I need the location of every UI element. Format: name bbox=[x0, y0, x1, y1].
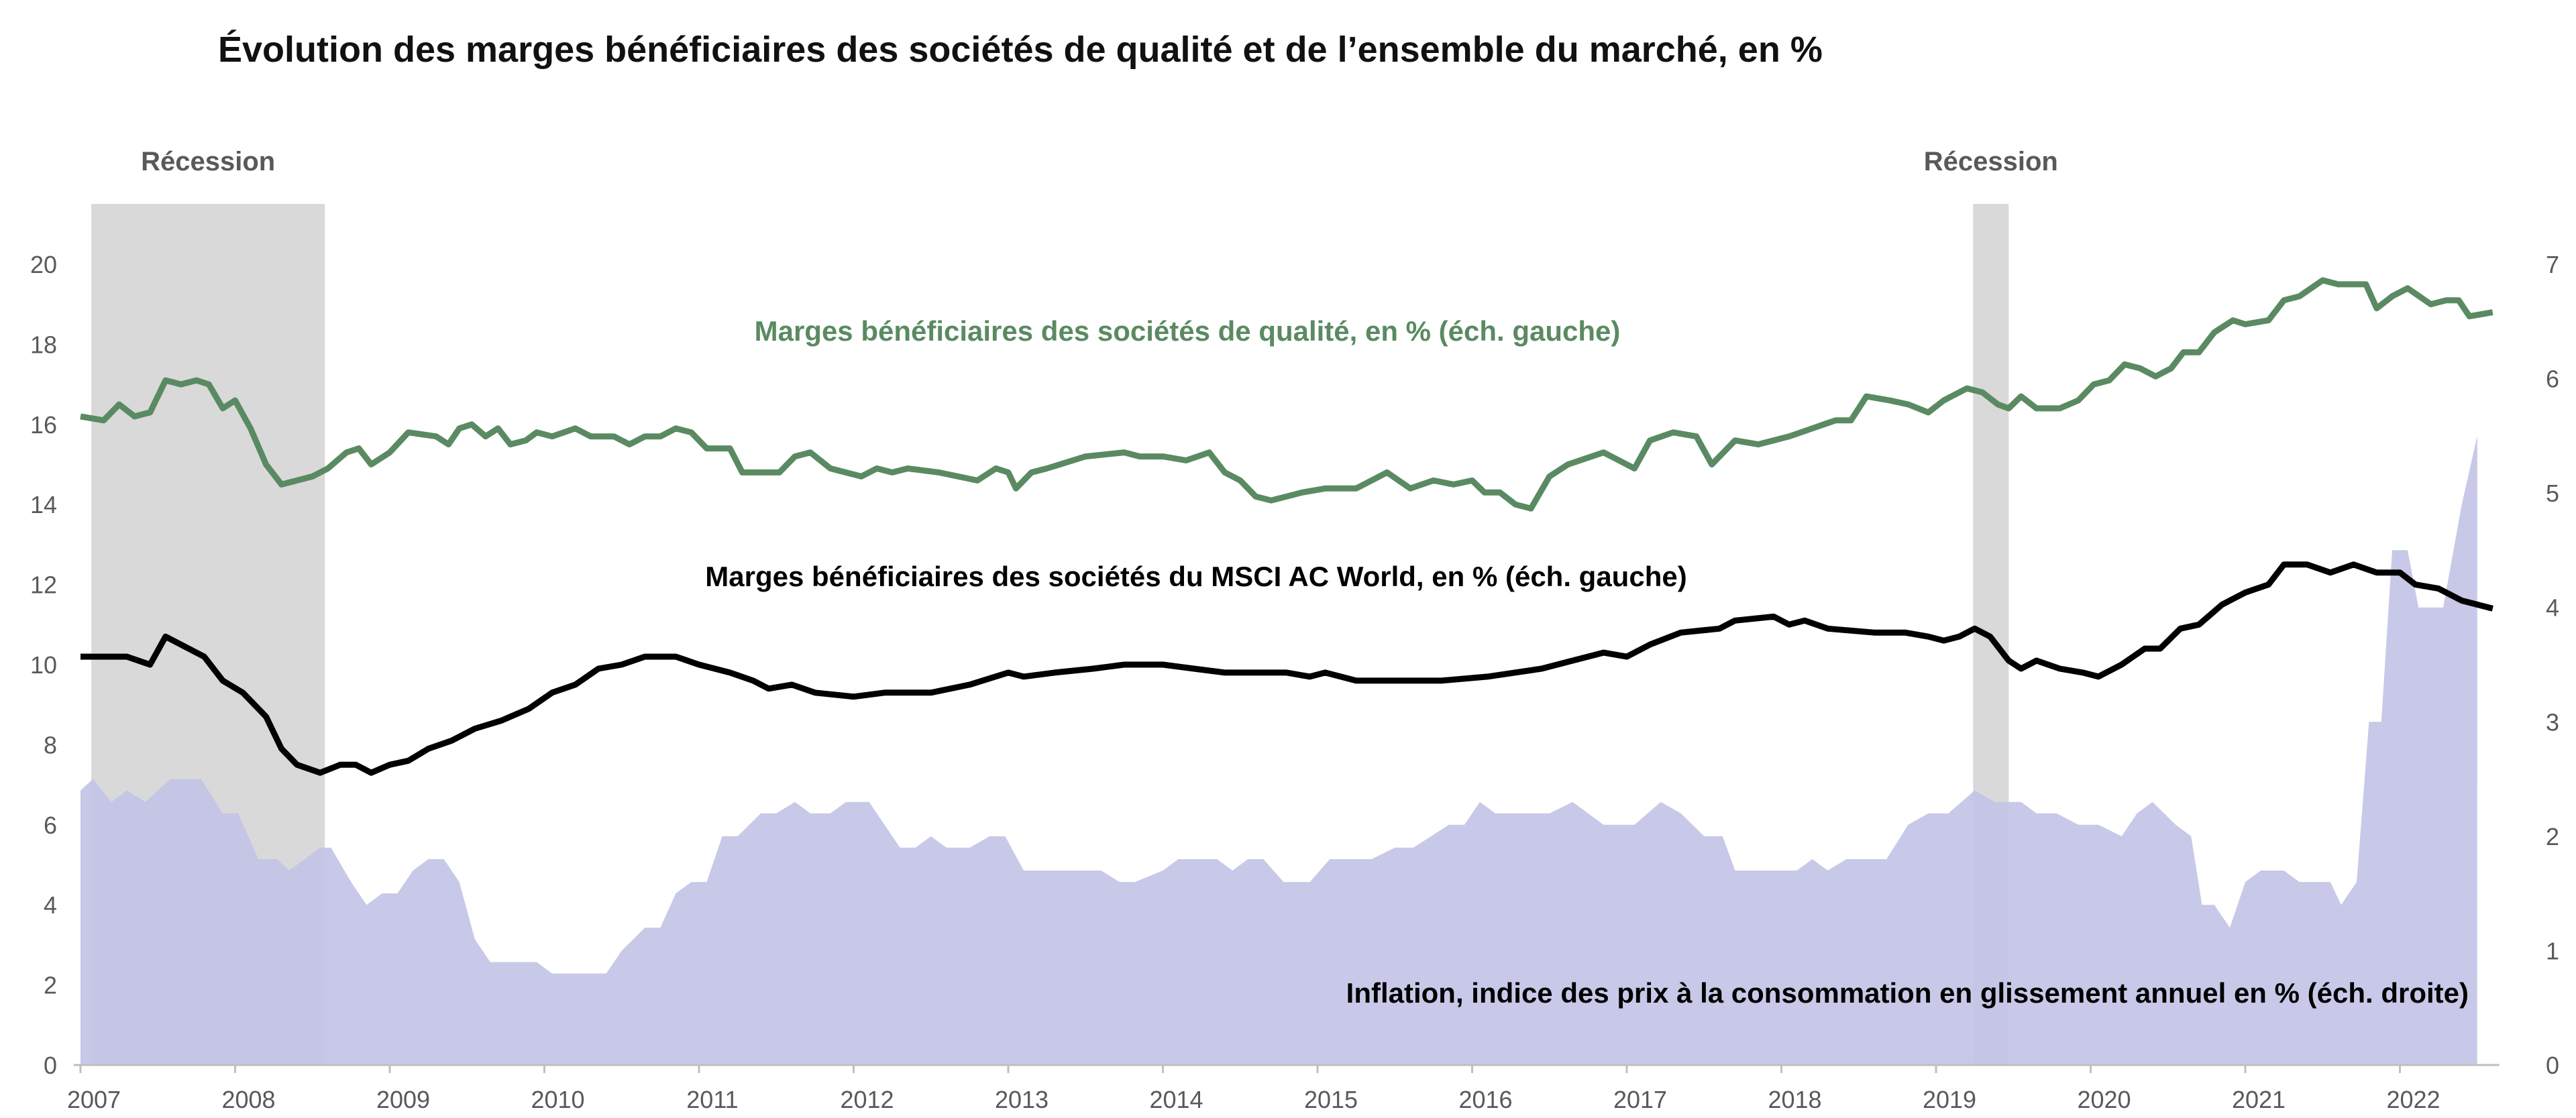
x-tick-label: 2013 bbox=[995, 1086, 1049, 1113]
series-lines-layer bbox=[80, 277, 2493, 776]
y-left-tick-label: 18 bbox=[30, 331, 57, 358]
recession-label: Récession bbox=[1924, 147, 2058, 176]
inflation-series-label: Inflation, indice des prix à la consomma… bbox=[1346, 977, 2469, 1009]
x-tick-label: 2019 bbox=[1923, 1086, 1976, 1113]
quality-margin-line bbox=[80, 277, 2493, 512]
inflation-area-layer bbox=[80, 435, 2477, 1065]
y-left-tick-label: 6 bbox=[44, 812, 57, 839]
y-left-tick-label: 20 bbox=[30, 251, 57, 278]
x-tick-label: 2020 bbox=[2077, 1086, 2131, 1113]
y-left-tick-label: 12 bbox=[30, 571, 57, 599]
msci-series-label: Marges bénéficiaires des sociétés du MSC… bbox=[705, 561, 1686, 592]
y-left-tick-label: 14 bbox=[30, 491, 57, 518]
y-left-tick-label: 4 bbox=[44, 891, 57, 919]
y-left-tick-label: 0 bbox=[44, 1052, 57, 1079]
x-tick-label: 2021 bbox=[2232, 1086, 2286, 1113]
x-tick-label: 2007 bbox=[67, 1086, 121, 1113]
y-left-tick-label: 8 bbox=[44, 731, 57, 759]
quality-series-label: Marges bénéficiaires des sociétés de qua… bbox=[755, 315, 1621, 347]
y-left-tick-label: 2 bbox=[44, 972, 57, 999]
x-tick-label: 2014 bbox=[1149, 1086, 1203, 1113]
y-right-tick-label: 7 bbox=[2546, 251, 2559, 278]
y-right-tick-label: 5 bbox=[2546, 480, 2559, 507]
x-tick-label: 2017 bbox=[1613, 1086, 1667, 1113]
y-right-tick-label: 6 bbox=[2546, 366, 2559, 393]
msci-margin-line bbox=[80, 561, 2493, 776]
inflation-area bbox=[80, 435, 2477, 1065]
x-tick-label: 2009 bbox=[376, 1086, 430, 1113]
x-tick-label: 2018 bbox=[1768, 1086, 1821, 1113]
y-left-tick-label: 16 bbox=[30, 411, 57, 439]
chart-title: Évolution des marges bénéficiaires des s… bbox=[218, 30, 1823, 70]
x-tick-label: 2016 bbox=[1458, 1086, 1512, 1113]
axes: 2007 2008 2009 2010 2011 2012 2013 2014 2015 2016… bbox=[30, 251, 2559, 1113]
x-tick-label: 2011 bbox=[686, 1086, 738, 1113]
recession-label: Récession bbox=[141, 147, 275, 176]
x-tick-label: 2008 bbox=[221, 1086, 275, 1113]
y-right-tick-label: 4 bbox=[2546, 594, 2559, 622]
y-right-tick-label: 2 bbox=[2546, 823, 2559, 850]
x-tick-label: 2010 bbox=[531, 1086, 584, 1113]
x-tick-label: 2015 bbox=[1304, 1086, 1358, 1113]
x-tick-label: 2022 bbox=[2386, 1086, 2440, 1113]
x-tick-label: 2012 bbox=[840, 1086, 894, 1113]
y-right-tick-label: 0 bbox=[2546, 1052, 2559, 1079]
y-right-tick-label: 1 bbox=[2546, 937, 2559, 964]
y-left-tick-label: 10 bbox=[30, 651, 57, 679]
y-right-tick-label: 3 bbox=[2546, 708, 2559, 736]
